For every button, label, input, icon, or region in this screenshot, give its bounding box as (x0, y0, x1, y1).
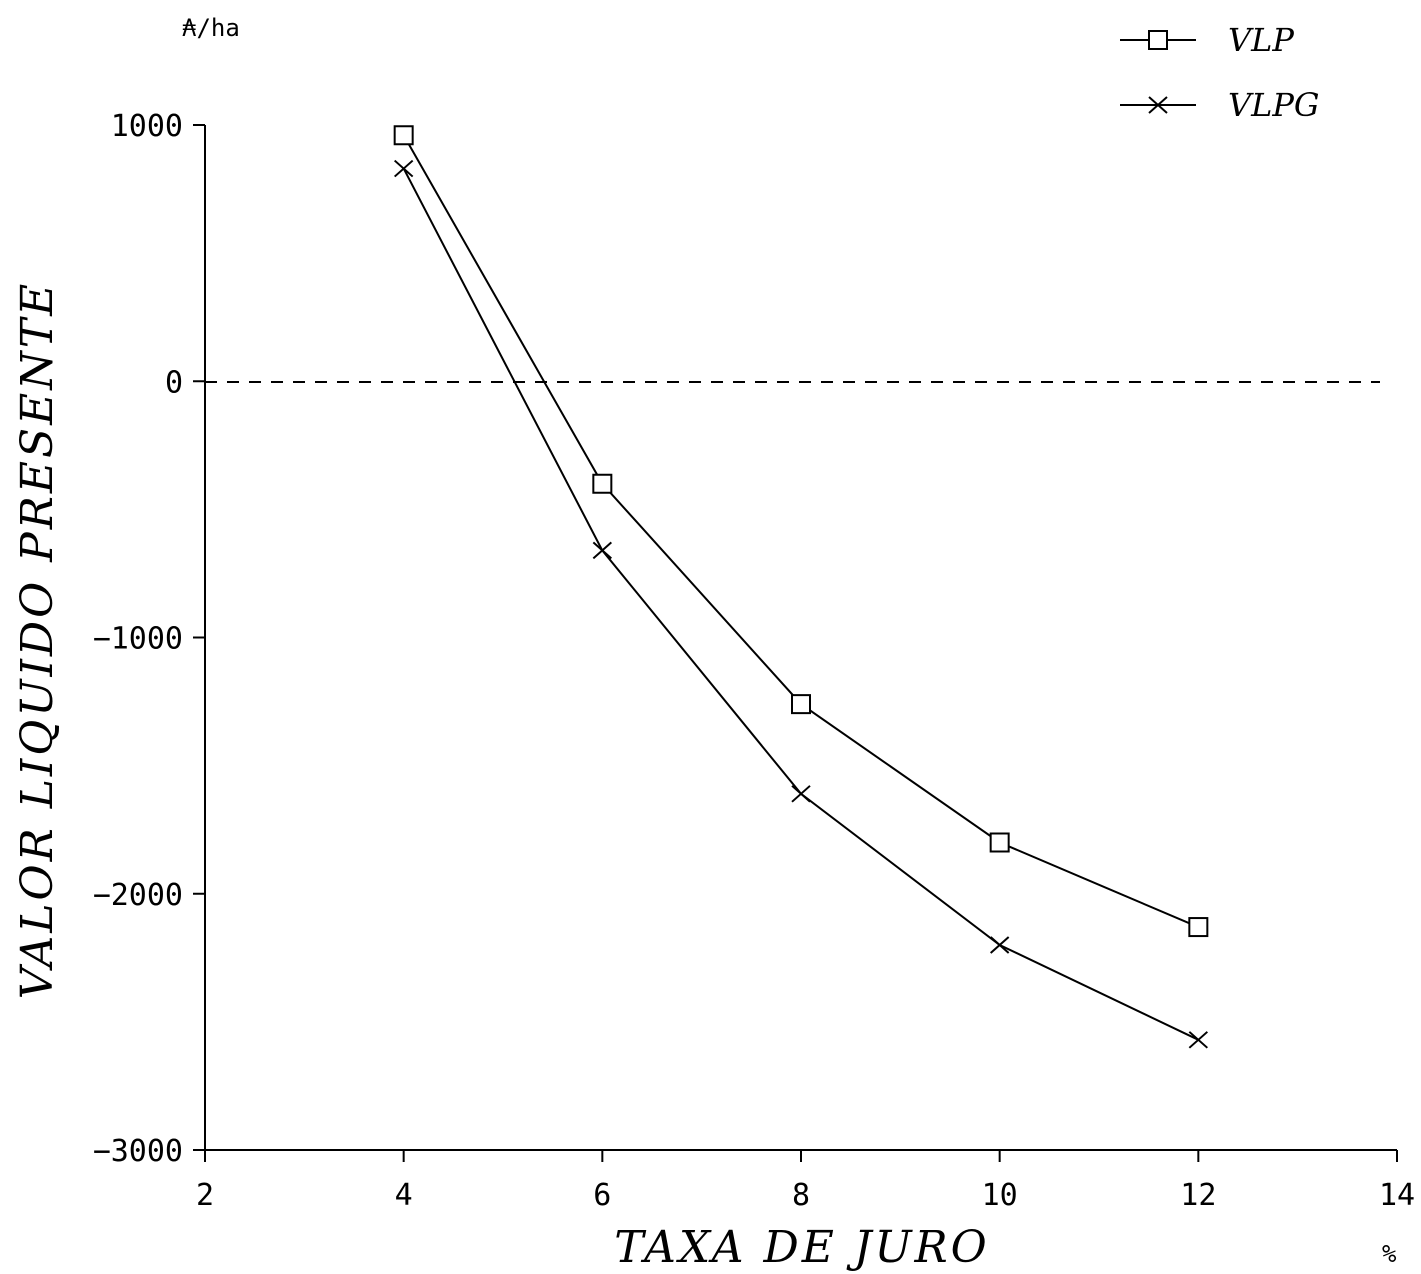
x-tick-label: 2 (196, 1178, 214, 1213)
x-marker-stroke (1188, 1031, 1208, 1049)
x-tick-label: 14 (1379, 1178, 1415, 1213)
legend: VLP VLPG (1120, 21, 1319, 124)
x-marker (592, 541, 612, 560)
x-tick-label: 6 (593, 1178, 611, 1213)
x-marker (394, 159, 414, 178)
y-tick-label: −1000 (93, 622, 183, 657)
legend-label: VLPG (1228, 86, 1319, 124)
x-tick-label: 10 (982, 1178, 1018, 1213)
y-tick-label: 0 (165, 365, 183, 400)
x-tick-label: 4 (395, 1178, 413, 1213)
x-tick-label: 12 (1180, 1178, 1216, 1213)
square-marker (1188, 917, 1209, 938)
x-marker (791, 785, 811, 803)
square-marker (1148, 30, 1168, 50)
y-axis-title: VALOR LIQUIDO PRESENTE (12, 281, 63, 1000)
y-unit-label: ₳/ha (182, 14, 240, 42)
x-marker-stroke (592, 541, 612, 560)
y-ticks: 1000 0 −1000 −2000 −3000 (93, 109, 205, 1169)
x-tick-label: 8 (792, 1178, 810, 1213)
y-tick-label: −3000 (93, 1134, 183, 1169)
x-ticks: 2 4 6 8 10 12 14 (196, 1150, 1415, 1213)
x-marker-stroke (990, 936, 1010, 954)
y-tick-label: 1000 (111, 109, 183, 144)
x-marker (1188, 1031, 1208, 1049)
x-marker-stroke (791, 785, 811, 803)
square-marker (791, 694, 811, 715)
square-marker (393, 125, 414, 146)
series-line-vlp (402, 134, 1199, 929)
x-marker-stroke (394, 159, 414, 178)
series-layer (393, 125, 1209, 1049)
x-marker-stroke (1148, 96, 1168, 114)
square-marker (592, 473, 613, 494)
square-marker (989, 832, 1010, 853)
y-tick-label: −2000 (93, 878, 183, 913)
legend-label: VLP (1228, 21, 1294, 59)
series-line-vlpg (402, 168, 1199, 1041)
x-marker (1148, 96, 1168, 114)
x-axis-title: TAXA DE JURO (614, 1222, 990, 1273)
x-marker (990, 936, 1010, 954)
x-unit-label: % (1382, 1240, 1397, 1268)
